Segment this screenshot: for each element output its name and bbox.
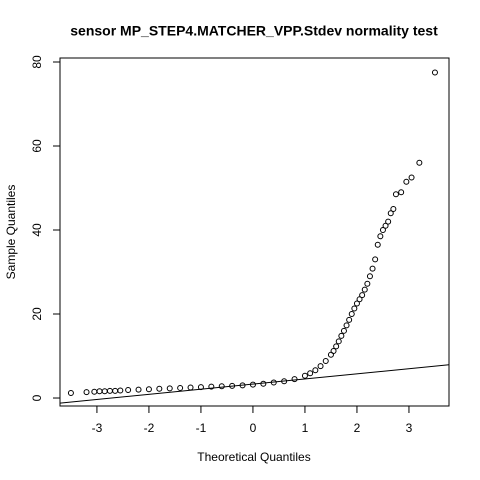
data-point <box>374 241 381 248</box>
data-point <box>338 332 345 339</box>
data-point <box>145 386 152 393</box>
x-axis-label: Theoretical Quantiles <box>197 450 310 464</box>
y-tick-label: 20 <box>30 307 44 321</box>
data-point <box>348 311 355 318</box>
data-point <box>335 338 342 345</box>
data-point <box>351 305 358 312</box>
x-tick-label: -1 <box>196 421 207 435</box>
data-point <box>343 322 350 329</box>
plot-frame <box>59 57 450 407</box>
data-point <box>377 233 384 240</box>
x-tick-label: 3 <box>406 421 413 435</box>
data-point <box>369 265 376 272</box>
data-point <box>249 381 256 388</box>
data-point <box>67 389 74 396</box>
y-tick-label: 40 <box>30 223 44 237</box>
data-point <box>281 378 288 385</box>
data-point <box>117 387 124 394</box>
data-point <box>403 178 410 185</box>
data-point <box>229 382 236 389</box>
data-point <box>91 388 98 395</box>
data-point <box>346 316 353 323</box>
y-axis-label: Sample Quantiles <box>4 185 18 280</box>
x-tick-label: -2 <box>144 421 155 435</box>
data-point <box>125 387 132 394</box>
data-point <box>96 388 103 395</box>
data-point <box>330 347 337 354</box>
data-point <box>408 174 415 181</box>
data-point <box>83 389 90 396</box>
y-tick-label: 60 <box>30 139 44 153</box>
data-point <box>187 384 194 391</box>
data-point <box>340 327 347 334</box>
y-tick-label: 0 <box>30 394 44 401</box>
data-point <box>385 218 392 225</box>
data-point <box>359 292 366 299</box>
data-point <box>239 382 246 389</box>
data-point <box>218 383 225 390</box>
data-point <box>270 379 277 386</box>
data-point <box>260 380 267 387</box>
data-point <box>390 206 397 213</box>
data-point <box>301 372 308 379</box>
data-point <box>291 376 298 383</box>
y-tick-label: 80 <box>30 55 44 69</box>
data-point <box>379 227 386 234</box>
data-point <box>361 286 368 293</box>
data-point <box>208 383 215 390</box>
x-tick-label: 1 <box>302 421 309 435</box>
data-point <box>392 191 399 198</box>
data-point <box>156 385 163 392</box>
data-point <box>197 384 204 391</box>
x-tick-label: 2 <box>354 421 361 435</box>
data-point <box>364 280 371 287</box>
data-point <box>353 300 360 307</box>
x-tick-label: 0 <box>250 421 257 435</box>
data-point <box>387 210 394 217</box>
data-point <box>307 370 314 377</box>
data-point <box>333 343 340 350</box>
data-point <box>166 385 173 392</box>
data-point <box>372 256 379 263</box>
data-point <box>416 159 423 166</box>
data-point <box>112 387 119 394</box>
x-tick-label: -3 <box>92 421 103 435</box>
reference-line <box>60 364 449 404</box>
data-point <box>106 387 113 394</box>
data-point <box>322 358 329 365</box>
data-point <box>382 222 389 229</box>
data-point <box>135 386 142 393</box>
data-point <box>317 363 324 370</box>
data-point <box>177 384 184 391</box>
chart-title: sensor MP_STEP4.MATCHER_VPP.Stdev normal… <box>70 23 438 39</box>
data-point <box>312 367 319 374</box>
data-point <box>366 273 373 280</box>
data-point <box>101 388 108 395</box>
data-point <box>431 69 438 76</box>
data-point <box>356 296 363 303</box>
data-point <box>398 189 405 196</box>
